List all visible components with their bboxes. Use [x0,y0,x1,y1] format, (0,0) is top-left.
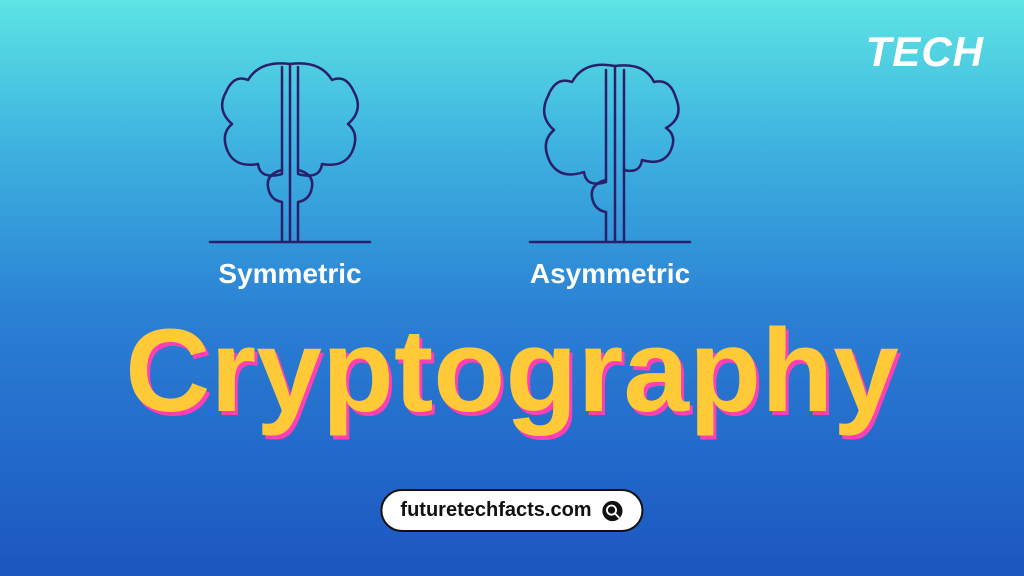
symmetric-block: Symmetric [190,52,390,290]
asymmetric-label: Asymmetric [530,258,690,290]
brand-logo: TECH [866,28,984,76]
footer-url: futuretechfacts.com [400,499,591,522]
asymmetric-block: Asymmetric [510,52,710,290]
diagram-row: Symmetric Asymmetric [190,52,710,290]
asymmetric-tree-icon [510,52,710,252]
symmetric-label: Symmetric [218,258,361,290]
footer-pill: futuretechfacts.com [380,489,643,532]
main-title: Cryptography Cryptography [0,312,1024,430]
symmetric-tree-icon [190,52,390,252]
search-icon [602,500,624,522]
title-front: Cryptography [125,305,899,437]
